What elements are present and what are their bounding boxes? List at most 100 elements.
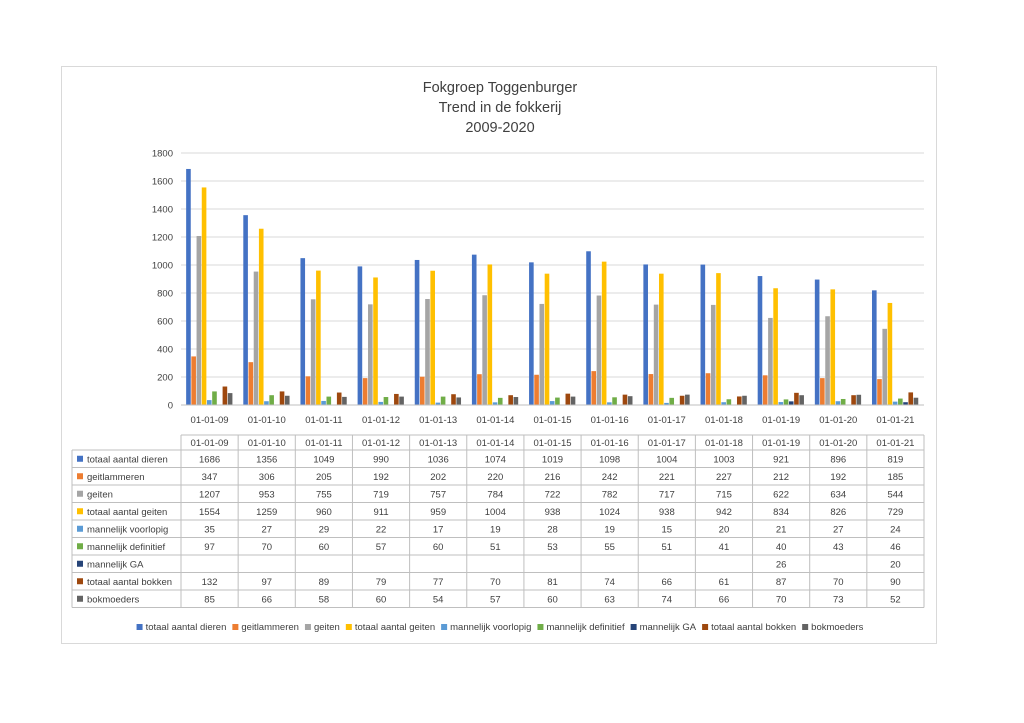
bar-mannelijk-definitief xyxy=(898,398,903,405)
bar-totaal-aantal-bokken xyxy=(908,392,914,405)
table-cell: 990 xyxy=(373,454,389,465)
legend-label: totaal aantal geiten xyxy=(355,622,435,633)
bar-totaal-aantal-geiten xyxy=(316,270,321,405)
bar-mannelijk-voorlopig xyxy=(721,402,726,405)
bar-mannelijk-definitief xyxy=(840,398,846,405)
table-cell: 70 xyxy=(833,577,844,588)
bar-bokmoeders xyxy=(856,394,862,405)
bar-bokmoeders xyxy=(685,394,690,405)
bar-geiten xyxy=(768,317,773,405)
bar-totaal-aantal-geiten xyxy=(258,228,264,405)
table-cell: 242 xyxy=(602,472,618,483)
bar-geitlammeren xyxy=(705,373,711,405)
table-cell: 347 xyxy=(202,472,218,483)
legend-label: totaal aantal dieren xyxy=(146,622,227,633)
legend-label: mannelijk GA xyxy=(640,622,697,633)
table-cell: 834 xyxy=(773,507,789,518)
table-cell: 89 xyxy=(319,577,330,588)
x-tick-label: 01-01-16 xyxy=(591,415,629,426)
bar-totaal-aantal-dieren xyxy=(871,290,877,405)
bar-mannelijk-voorlopig xyxy=(321,400,326,405)
table-header-cell: 01-01-10 xyxy=(248,438,286,449)
table-row-label: bokmoeders xyxy=(87,594,140,605)
bar-totaal-aantal-dieren xyxy=(186,168,191,405)
chart-svg: Fokgroep Toggenburger Trend in de fokkeri… xyxy=(71,80,925,633)
table-cell: 15 xyxy=(662,524,673,535)
bar-mannelijk-voorlopig xyxy=(892,401,898,405)
bar-bokmoeders xyxy=(513,397,519,405)
bar-geitlammeren xyxy=(762,375,768,405)
legend-label: mannelijk definitief xyxy=(546,622,625,633)
bar-totaal-aantal-geiten xyxy=(658,273,664,405)
table-row-label: mannelijk definitief xyxy=(87,542,166,553)
table-cell: 202 xyxy=(430,472,446,483)
bar-geitlammeren xyxy=(820,378,825,405)
bar-geiten xyxy=(710,304,716,405)
bar-totaal-aantal-geiten xyxy=(887,302,893,405)
bar-geiten xyxy=(425,299,430,405)
y-tick-label: 1400 xyxy=(152,205,173,216)
table-header-cell: 01-01-13 xyxy=(419,438,457,449)
bar-totaal-aantal-geiten xyxy=(716,273,721,405)
table-cell: 54 xyxy=(433,594,444,605)
bar-totaal-aantal-bokken xyxy=(394,393,399,405)
x-tick-label: 01-01-12 xyxy=(362,415,400,426)
bar-geitlammeren xyxy=(877,379,882,405)
table-cell: 28 xyxy=(547,524,558,535)
table-cell: 1049 xyxy=(313,454,334,465)
bar-totaal-aantal-dieren xyxy=(700,264,706,405)
bar-totaal-aantal-dieren xyxy=(357,266,363,405)
table-cell: 192 xyxy=(830,472,846,483)
y-tick-label: 0 xyxy=(168,401,173,412)
legend-label: mannelijk voorlopig xyxy=(450,622,531,633)
bar-geitlammeren xyxy=(362,378,368,405)
bar-geitlammeren xyxy=(305,376,311,405)
table-cell: 1024 xyxy=(599,507,620,518)
bar-bokmoeders xyxy=(399,396,404,405)
y-tick-label: 200 xyxy=(157,373,173,384)
legend-swatch xyxy=(232,624,239,630)
bar-geitlammeren xyxy=(419,376,425,405)
legend-label: geiten xyxy=(314,622,340,633)
table-legend-key xyxy=(77,525,83,532)
table-cell: 1686 xyxy=(199,454,220,465)
table-cell: 1036 xyxy=(428,454,449,465)
bar-mannelijk-voorlopig xyxy=(264,401,269,405)
table-cell: 719 xyxy=(373,489,389,500)
table-cell: 70 xyxy=(261,542,272,553)
table-cell: 192 xyxy=(373,472,389,483)
y-tick-label: 1200 xyxy=(152,233,173,244)
y-tick-label: 1000 xyxy=(152,261,173,272)
table-cell: 63 xyxy=(604,594,615,605)
bar-geitlammeren xyxy=(477,374,482,405)
bar-mannelijk-definitief xyxy=(726,399,732,405)
bar-bokmoeders xyxy=(342,396,347,405)
table-header-cell: 01-01-20 xyxy=(819,438,857,449)
y-tick-label: 1600 xyxy=(152,177,173,188)
bar-totaal-aantal-geiten xyxy=(601,261,607,405)
table-header-cell: 01-01-21 xyxy=(876,438,914,449)
x-tick-label: 01-01-10 xyxy=(248,415,286,426)
x-tick-label: 01-01-14 xyxy=(476,415,514,426)
x-tick-label: 01-01-15 xyxy=(533,415,571,426)
table-cell: 306 xyxy=(259,472,275,483)
bar-totaal-aantal-bokken xyxy=(508,395,513,405)
legend-swatch xyxy=(537,624,544,630)
table-cell: 1356 xyxy=(256,454,277,465)
bar-geitlammeren xyxy=(191,356,196,405)
x-tick-label: 01-01-18 xyxy=(705,415,743,426)
bar-bokmoeders xyxy=(799,395,804,405)
table-header-cell: 01-01-14 xyxy=(476,438,514,449)
table-cell: 51 xyxy=(490,542,501,553)
bar-mannelijk-definitief xyxy=(669,397,675,405)
table-cell: 70 xyxy=(490,577,501,588)
table-legend-key xyxy=(77,578,83,585)
y-tick-label: 400 xyxy=(157,345,173,356)
bar-totaal-aantal-dieren xyxy=(414,259,420,405)
table-cell: 27 xyxy=(833,524,844,535)
y-tick-label: 600 xyxy=(157,317,173,328)
bar-totaal-aantal-geiten xyxy=(201,187,207,405)
table-cell: 896 xyxy=(830,454,846,465)
table-header-cell: 01-01-09 xyxy=(191,438,229,449)
table-cell: 544 xyxy=(887,489,903,500)
